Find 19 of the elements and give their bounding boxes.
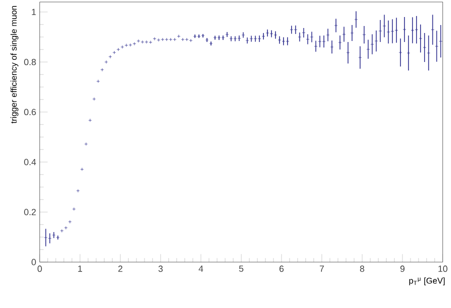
x-tick-label: 1: [78, 266, 82, 272]
x-tick-label: 10: [438, 266, 448, 272]
x-tick-label: 6: [280, 266, 284, 272]
x-tick-label: 5: [239, 266, 244, 272]
y-tick-label: 0.2: [24, 209, 36, 216]
x-tick-label: 3: [158, 266, 163, 272]
y-tick-label: 0.6: [24, 108, 36, 116]
y-tick-label: 0.8: [24, 58, 36, 66]
y-axis-title: trigger efficiency of single muon: [10, 6, 18, 124]
y-tick-label: 1: [32, 9, 36, 16]
x-tick-label: 4: [198, 266, 204, 272]
y-tick-label: 0.4: [24, 159, 36, 166]
x-axis-title: p$_{T}$$^{μ}$ [GeV]: [409, 278, 445, 286]
y-tick-label: 0: [32, 259, 36, 266]
x-tick-label: 2: [118, 266, 122, 272]
x-tick-label: 9: [400, 266, 404, 272]
x-tick-label: 0: [38, 266, 42, 272]
x-tick-label: 7: [320, 266, 324, 272]
x-tick-label: 8: [360, 266, 364, 272]
